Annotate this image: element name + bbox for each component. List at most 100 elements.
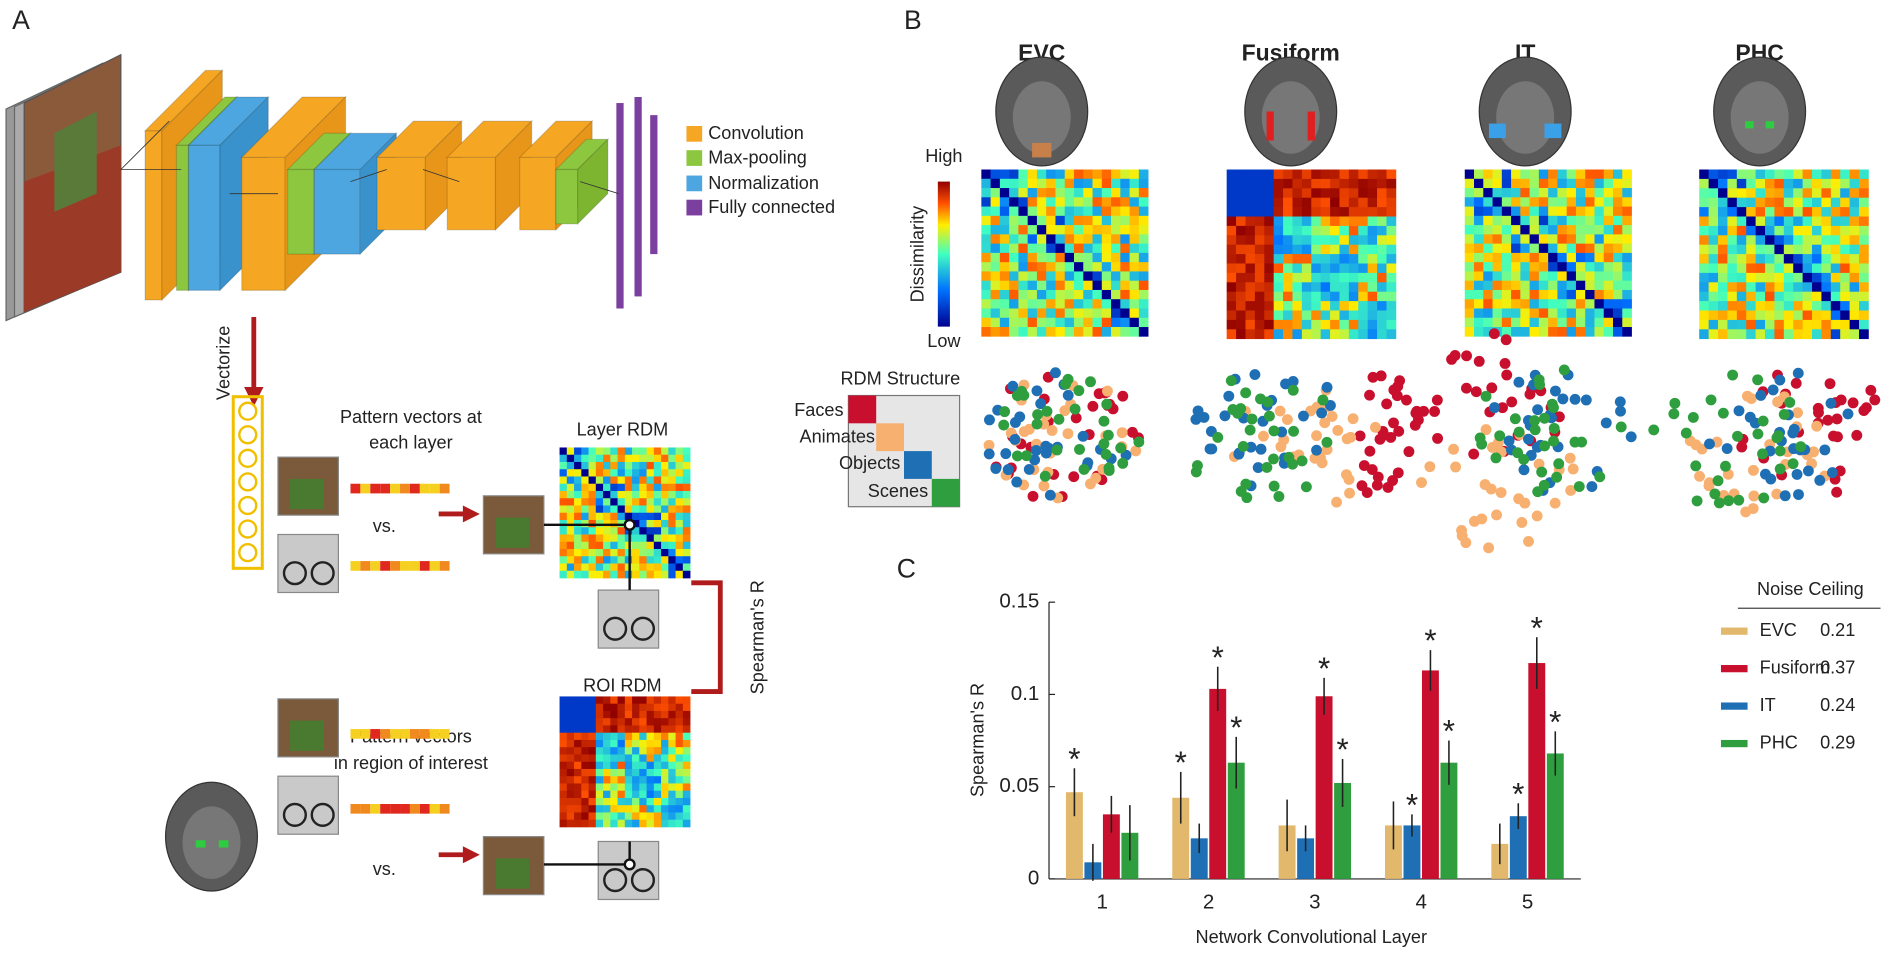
rdm-cell xyxy=(566,461,575,470)
rdm-cell xyxy=(603,812,611,821)
rdm-cell xyxy=(559,710,568,719)
rdm-cell xyxy=(574,768,582,777)
rdm-cell xyxy=(1511,178,1521,189)
noise-ceiling-value: 0.29 xyxy=(1820,732,1855,752)
rdm-cell xyxy=(1603,169,1614,180)
rdm-cell xyxy=(1603,188,1614,198)
rdm-cell xyxy=(1840,235,1850,246)
rdm-cell xyxy=(566,797,575,806)
rdm-cell xyxy=(574,483,582,492)
rdm-cell xyxy=(1348,319,1359,330)
rdm-cell xyxy=(1774,319,1785,330)
rdm-cell xyxy=(668,710,676,719)
rdm-cell xyxy=(595,696,604,705)
rdm-cell xyxy=(632,754,640,763)
rdm-cell xyxy=(1566,243,1577,254)
rdm-cell xyxy=(1073,280,1084,291)
rdm-cell xyxy=(1064,327,1075,337)
rdm-cell xyxy=(1064,280,1075,291)
panel-label: B xyxy=(904,5,922,35)
rdm-cell xyxy=(1283,169,1293,180)
vectorize-label: Vectorize xyxy=(214,326,234,401)
rdm-cell xyxy=(595,541,604,550)
rdm-cell xyxy=(653,790,662,799)
rdm-cell xyxy=(610,498,618,506)
rdm-cell xyxy=(675,556,684,564)
rdm-cell xyxy=(559,725,568,734)
rdm-cell xyxy=(668,732,676,741)
rdm-cell xyxy=(1520,308,1530,319)
rdm-cell xyxy=(566,476,575,485)
rdm-cell xyxy=(653,476,662,485)
mds-point xyxy=(1539,412,1550,424)
rdm-cell xyxy=(1765,216,1775,227)
rdm-cell xyxy=(1018,215,1029,226)
rdm-cell xyxy=(1548,252,1558,263)
rdm-cell xyxy=(632,447,640,456)
rdm-cell xyxy=(1120,169,1130,180)
rdm-cell xyxy=(1585,317,1595,328)
rdm-cell xyxy=(639,483,647,492)
rdm-cell xyxy=(1111,197,1121,207)
photo-detail xyxy=(603,868,628,893)
rdm-cell xyxy=(559,768,568,777)
rdm-cell xyxy=(661,534,669,543)
rdm-cell xyxy=(574,710,582,719)
rdm-cell xyxy=(639,534,647,543)
rdm-cell xyxy=(646,819,655,828)
rdm-cell xyxy=(624,776,633,784)
rdm-cell xyxy=(1138,169,1149,180)
rdm-cell xyxy=(661,732,669,741)
rdm-cell xyxy=(603,761,611,770)
rdm-cell xyxy=(1859,244,1869,255)
rdm-cell xyxy=(999,327,1010,337)
rdm-cell xyxy=(1718,254,1728,264)
mds-point xyxy=(1041,405,1053,417)
rdm-cell xyxy=(661,483,669,492)
rdm-cell xyxy=(981,188,991,198)
network-diagram xyxy=(120,68,658,309)
rdm-cell xyxy=(1783,188,1794,199)
mds-point xyxy=(1116,427,1128,439)
rdm-cell xyxy=(646,790,655,799)
rdm-cell xyxy=(1367,272,1378,283)
significance-marker: * xyxy=(1175,745,1187,780)
rdm-cell xyxy=(1464,299,1475,309)
rdm-cell xyxy=(1585,252,1595,263)
rdm-cell xyxy=(668,570,676,579)
rdm-cell xyxy=(1330,272,1340,283)
rdm-cell xyxy=(559,783,568,792)
rdm-cell xyxy=(1746,244,1756,255)
rdm-cell xyxy=(1538,243,1549,254)
rdm-cell xyxy=(581,476,589,485)
rdm-cell xyxy=(588,754,597,763)
rdm-cell xyxy=(1092,289,1103,300)
rdm-cell xyxy=(1699,254,1709,264)
rdm-cell xyxy=(1064,225,1075,235)
rdm-cell xyxy=(646,447,655,456)
mds-point xyxy=(1787,458,1799,470)
rdm-cell xyxy=(1840,244,1850,255)
mds-point xyxy=(1204,443,1216,455)
rdm-cell xyxy=(682,548,691,557)
rdm-cell xyxy=(1092,225,1103,235)
mds-point xyxy=(1449,349,1461,361)
mds-point xyxy=(1489,402,1500,414)
rdm-cell xyxy=(1840,310,1850,321)
rdm-cell xyxy=(1520,178,1530,189)
rdm-cell xyxy=(653,747,662,755)
rdm-cell xyxy=(1046,280,1056,291)
mds-point xyxy=(1523,535,1534,547)
rdm-cell xyxy=(639,747,647,755)
rdm-cell xyxy=(595,461,604,470)
rdm-cell xyxy=(661,563,669,572)
rdm-cell xyxy=(1812,272,1822,283)
rdm-cell xyxy=(566,534,575,543)
rdm-cell xyxy=(1755,178,1766,189)
rdm-cell xyxy=(610,570,618,579)
rdm-cell xyxy=(1083,197,1093,207)
rdm-cell xyxy=(1793,207,1803,217)
photo-detail xyxy=(310,561,335,586)
mds-point xyxy=(1344,487,1355,499)
rdm-cell xyxy=(574,512,582,521)
